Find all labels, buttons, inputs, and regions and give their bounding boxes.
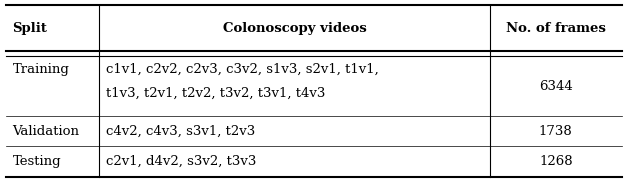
Text: No. of frames: No. of frames <box>506 22 606 35</box>
Text: 1738: 1738 <box>539 124 573 138</box>
Text: 1268: 1268 <box>539 155 573 168</box>
Text: t1v3, t2v1, t2v2, t3v2, t3v1, t4v3: t1v3, t2v1, t2v2, t3v2, t3v1, t4v3 <box>106 87 325 100</box>
Text: Split: Split <box>13 22 48 35</box>
Text: Colonoscopy videos: Colonoscopy videos <box>223 22 366 35</box>
Text: c2v1, d4v2, s3v2, t3v3: c2v1, d4v2, s3v2, t3v3 <box>106 155 256 168</box>
Text: c1v1, c2v2, c2v3, c3v2, s1v3, s2v1, t1v1,: c1v1, c2v2, c2v3, c3v2, s1v3, s2v1, t1v1… <box>106 63 378 76</box>
Text: Validation: Validation <box>13 124 80 138</box>
Text: 6344: 6344 <box>539 80 573 93</box>
Text: Training: Training <box>13 63 70 76</box>
Text: c4v2, c4v3, s3v1, t2v3: c4v2, c4v3, s3v1, t2v3 <box>106 124 255 138</box>
Text: Testing: Testing <box>13 155 61 168</box>
